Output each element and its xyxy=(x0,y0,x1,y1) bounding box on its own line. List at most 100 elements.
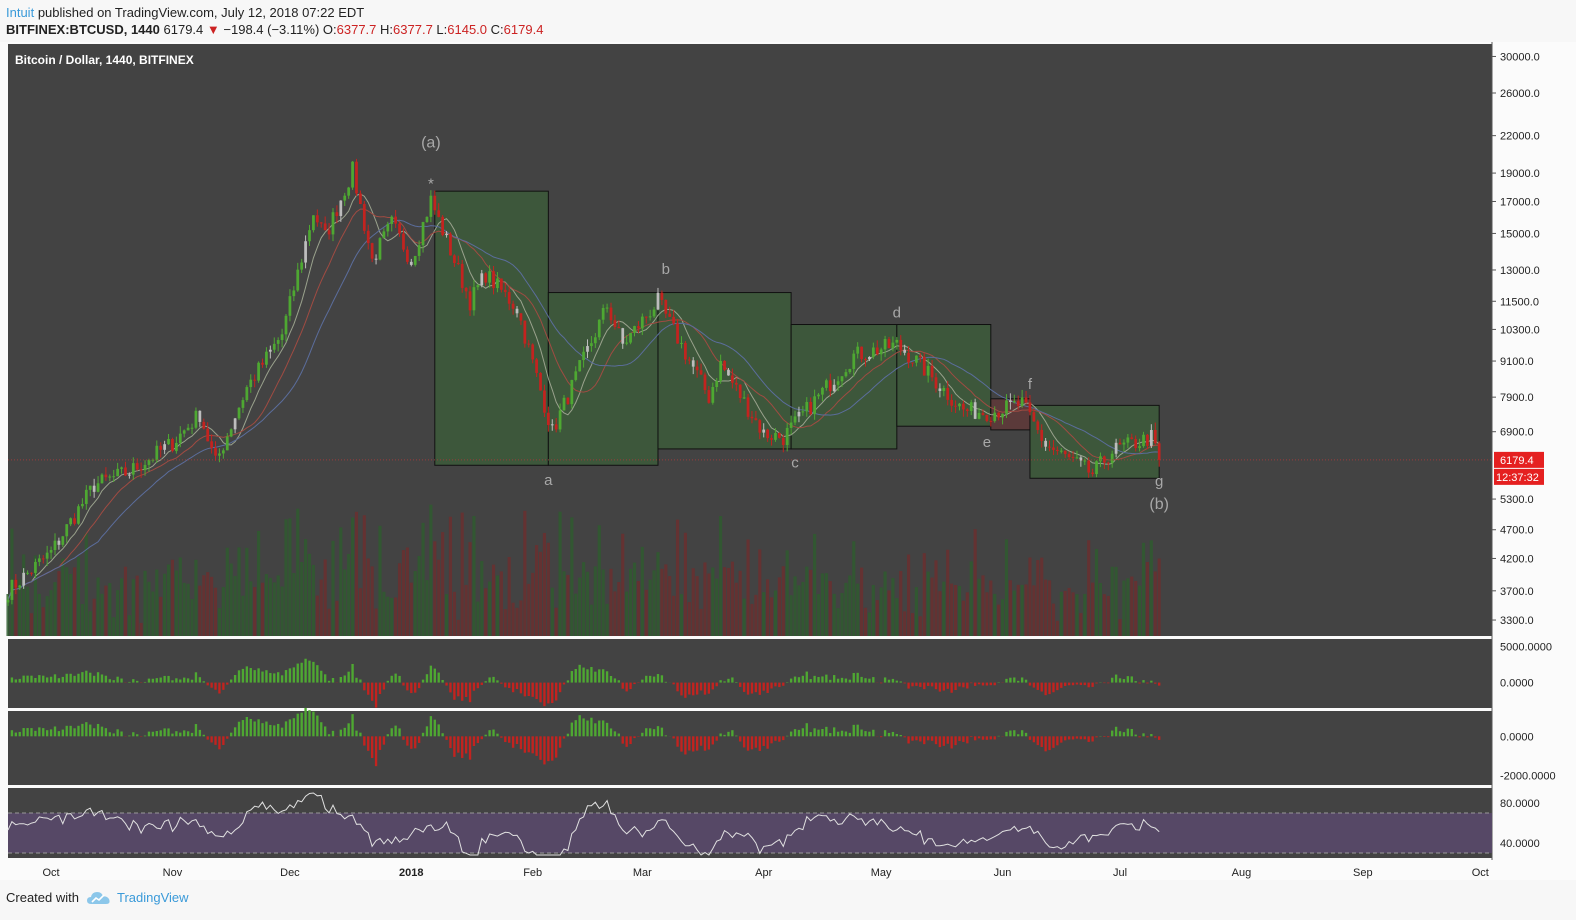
indicator-1-histogram-tick-label: 0.0000 xyxy=(1500,678,1534,690)
volume-bar xyxy=(1051,603,1056,636)
wave-label: g xyxy=(1155,473,1163,490)
volume-bar xyxy=(300,562,304,636)
candle-body xyxy=(1009,400,1012,402)
wave-box-5[interactable] xyxy=(896,324,992,427)
indicator-pane-2[interactable] xyxy=(8,711,1492,785)
volume-bar xyxy=(1059,591,1063,636)
volume-bar xyxy=(546,542,550,636)
volume-bar xyxy=(989,580,993,636)
volume-bar xyxy=(264,574,268,636)
volume-bar xyxy=(225,547,229,636)
candle-body xyxy=(758,420,762,433)
volume-bar xyxy=(813,533,817,636)
volume-bar xyxy=(558,511,562,636)
candle-body xyxy=(1153,429,1157,444)
time-tick-label: Jul xyxy=(1113,867,1127,879)
candle-body xyxy=(625,342,629,344)
volume-bar xyxy=(550,587,554,636)
candle-body xyxy=(1067,454,1071,458)
candle-body xyxy=(562,397,566,411)
candle-body xyxy=(182,430,186,434)
volume-bar xyxy=(241,595,245,636)
volume-bar xyxy=(754,594,758,636)
wave-label: (a) xyxy=(421,135,441,152)
volume-bar xyxy=(789,595,793,636)
countdown-badge xyxy=(1494,468,1544,485)
volume-bar xyxy=(311,564,315,636)
tradingview-cloud-icon[interactable] xyxy=(86,890,112,906)
candle-body xyxy=(1044,440,1047,447)
candle-body xyxy=(969,402,973,412)
candle-body xyxy=(613,320,617,327)
wave-label: f xyxy=(1028,376,1033,393)
candle-body xyxy=(809,401,813,415)
candle-body xyxy=(942,388,946,391)
candle-body xyxy=(887,338,891,349)
candle-body xyxy=(1106,462,1110,464)
candle-body xyxy=(472,287,476,311)
volume-bar xyxy=(867,612,871,636)
candle-body xyxy=(531,344,535,360)
candle-body xyxy=(930,365,934,378)
volume-bar xyxy=(562,571,566,636)
volume-bar xyxy=(174,570,178,636)
price-tick-label: 5300.0 xyxy=(1500,494,1534,506)
candle-body xyxy=(727,369,730,376)
volume-bar xyxy=(903,611,907,636)
volume-bar xyxy=(276,575,280,636)
candle-body xyxy=(1012,401,1016,403)
candle-body xyxy=(1130,437,1134,440)
candle-body xyxy=(343,195,347,201)
candle-body xyxy=(323,223,327,231)
wave-box-4[interactable] xyxy=(790,324,898,450)
chart-svg[interactable]: Bitcoin / Dollar, 1440, BITFINEX (a) * a b c d… xyxy=(0,42,1576,880)
chart-area[interactable]: Bitcoin / Dollar, 1440, BITFINEX (a) * a b c d… xyxy=(0,42,1576,880)
author-link[interactable]: Intuit xyxy=(6,5,35,20)
volume-bar xyxy=(777,577,781,636)
time-tick-label: Nov xyxy=(163,867,183,879)
candle-body xyxy=(359,193,362,205)
candle-body xyxy=(570,379,574,405)
candle-body xyxy=(194,410,198,428)
volume-bar xyxy=(828,581,832,636)
volume-bar xyxy=(260,582,265,636)
wave-box-7[interactable] xyxy=(1029,404,1160,479)
candle-body xyxy=(284,315,288,335)
volume-bar xyxy=(523,510,527,636)
candle-body xyxy=(535,359,538,373)
volume-bar xyxy=(1102,594,1106,636)
symbol: BITFINEX:BTCUSD, 1440 xyxy=(6,22,160,37)
rsi-tick-label: 80.0000 xyxy=(1500,798,1540,810)
price-tick-label: 19000.0 xyxy=(1500,168,1540,180)
time-tick-label: May xyxy=(871,867,892,879)
volume-bar xyxy=(413,571,417,636)
wave-box-1[interactable] xyxy=(434,190,549,466)
price-tick-label: 4200.0 xyxy=(1500,553,1534,565)
candle-body xyxy=(660,292,664,300)
candle-body xyxy=(45,552,49,559)
candle-body xyxy=(335,212,339,217)
candle-body xyxy=(84,489,88,504)
volume-bar xyxy=(253,587,257,636)
candle-body xyxy=(938,388,942,391)
wave-label: b xyxy=(662,261,670,278)
volume-bar xyxy=(644,589,648,636)
volume-bar xyxy=(769,597,774,636)
candle-body xyxy=(6,599,10,603)
tradingview-link[interactable]: TradingView xyxy=(117,890,189,905)
candle-body xyxy=(523,320,527,344)
candle-body xyxy=(738,384,742,399)
volume-bar xyxy=(977,578,981,636)
close-label: C: xyxy=(490,22,504,37)
volume-bar xyxy=(104,585,108,636)
candle-body xyxy=(402,233,405,250)
volume-bar xyxy=(354,511,359,636)
candle-body xyxy=(781,437,785,446)
candle-body xyxy=(26,572,29,574)
candle-body xyxy=(288,296,292,316)
indicator-pane-1[interactable] xyxy=(8,639,1492,708)
candle-body xyxy=(676,323,679,344)
price-tick-label: 10300.0 xyxy=(1500,324,1540,336)
candle-body xyxy=(962,403,965,410)
candle-body xyxy=(147,459,151,465)
